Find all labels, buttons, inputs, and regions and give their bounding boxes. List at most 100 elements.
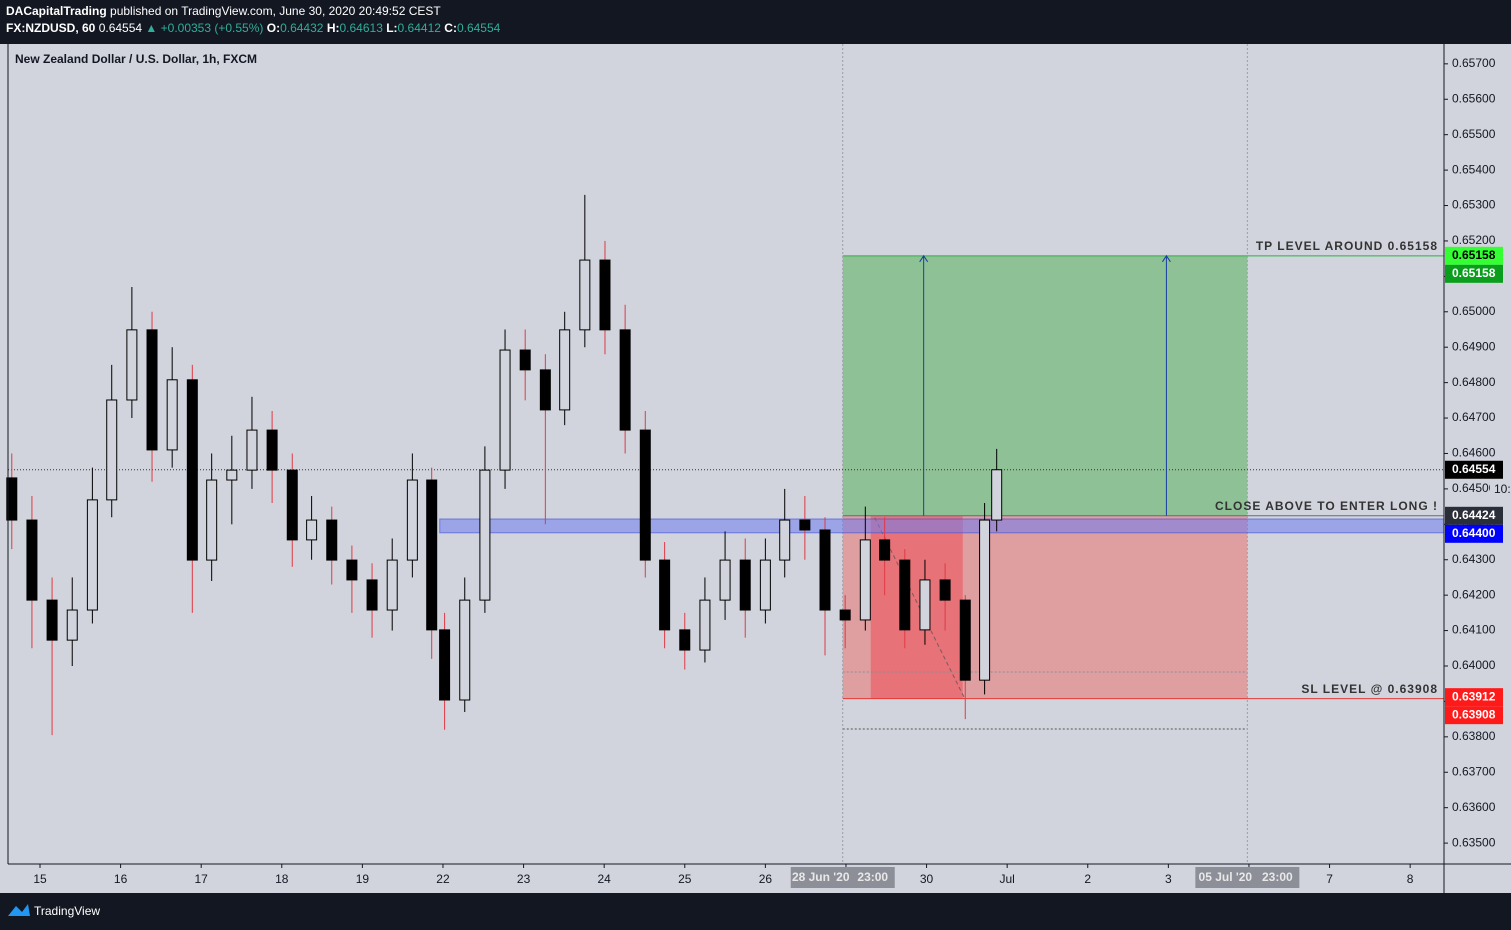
countdown-bg (1490, 480, 1511, 498)
x-tick-label: 26 (759, 872, 773, 886)
candle-body (26, 519, 38, 601)
level-annotation: SL LEVEL @ 0.63908 (1301, 682, 1438, 696)
candle-body (839, 609, 851, 621)
footer (0, 893, 1511, 930)
date-badge-date: 28 Jun '20 (792, 870, 850, 884)
brand: TradingView (34, 904, 100, 918)
y-tick-label: 0.65200 (1452, 233, 1496, 247)
ohlc-label: O: (267, 21, 280, 35)
candle-body (426, 479, 438, 631)
price: 0.64554 (99, 21, 143, 35)
y-tick-label: 0.65000 (1452, 304, 1496, 318)
candle-body (779, 519, 791, 561)
y-tick-label: 0.64000 (1452, 658, 1496, 672)
price-badge-label: 0.65158 (1452, 248, 1496, 262)
x-tick-label: 25 (678, 872, 692, 886)
price-badge-label: 0.63912 (1452, 689, 1496, 703)
candle-body (759, 559, 771, 611)
y-tick-label: 0.64700 (1452, 410, 1496, 424)
chart-layer: New Zealand Dollar / U.S. Dollar, 1h, FX… (6, 44, 1511, 893)
x-tick-label: 30 (920, 872, 934, 886)
candle-body (406, 479, 418, 561)
y-tick-label: 0.63600 (1452, 800, 1496, 814)
candle-body (639, 429, 651, 561)
ohlc-value: 0.64412 (398, 21, 442, 35)
candle-body (539, 369, 551, 411)
candle-body (719, 559, 731, 601)
x-tick-label: 15 (33, 872, 47, 886)
candle-body (46, 599, 58, 641)
candle-body (66, 609, 78, 641)
candle-body (226, 469, 238, 481)
x-tick-label: 2 (1084, 872, 1091, 886)
symbol: FX:NZDUSD, 60 (6, 21, 96, 35)
candle-body (519, 349, 531, 371)
price-badge (1445, 688, 1503, 707)
x-tick-label: 18 (275, 872, 289, 886)
y-tick-label: 0.65400 (1452, 162, 1496, 176)
date-badge-time: 23:00 (857, 870, 888, 884)
candle-body (326, 519, 338, 561)
candle-body (679, 629, 691, 651)
candle-body (86, 499, 98, 611)
candle-body (146, 329, 158, 451)
candle-body (306, 519, 318, 541)
x-tick-label: 7 (1326, 872, 1333, 886)
published: published on TradingView.com, June 30, 2… (110, 4, 441, 18)
profit-zone (842, 255, 1248, 516)
candle-body (599, 259, 611, 331)
candle-body (579, 259, 591, 331)
arrow-head (1162, 254, 1171, 263)
candle-body (439, 629, 451, 701)
candle-body (266, 429, 278, 471)
price-badge (1445, 246, 1503, 265)
header-line-2: FX:NZDUSD, 60 0.64554 ▲ +0.00353 (+0.55%… (6, 21, 501, 35)
header-line-1: DACapitalTrading published on TradingVie… (6, 4, 441, 18)
candle-body (346, 559, 358, 581)
arrow-head (919, 254, 929, 263)
candle-body (699, 599, 711, 651)
x-tick-label: 3 (1165, 872, 1172, 886)
level-annotation: TP LEVEL AROUND 0.65158 (1256, 239, 1438, 253)
y-tick-label: 0.64100 (1452, 623, 1496, 637)
price-badge-label: 0.63908 (1452, 707, 1496, 721)
candle-body (879, 539, 891, 561)
chart-title: New Zealand Dollar / U.S. Dollar, 1h, FX… (15, 52, 257, 66)
y-tick-label: 0.64900 (1452, 339, 1496, 353)
price-badge (1445, 506, 1503, 525)
candle-body (939, 579, 951, 601)
candle-body (126, 329, 138, 401)
x-tick-label: 24 (597, 872, 611, 886)
y-tick-label: 0.63800 (1452, 729, 1496, 743)
candle-body (206, 479, 218, 561)
candle-body (979, 519, 991, 681)
candle-body (799, 519, 811, 531)
x-tick-label: 17 (195, 872, 209, 886)
x-tick-label: Jul (999, 872, 1014, 886)
candle-body (859, 539, 871, 621)
y-tick-label: 0.65700 (1452, 56, 1496, 70)
candle-body (499, 349, 511, 471)
candle-body (659, 559, 671, 631)
y-tick-label: 0.65500 (1452, 127, 1496, 141)
author: DACapitalTrading (6, 4, 107, 18)
change: ▲ +0.00353 (+0.55%) (145, 21, 263, 35)
x-tick-label: 23 (517, 872, 531, 886)
candle-body (479, 469, 491, 601)
date-badge-date: 05 Jul '20 (1199, 870, 1253, 884)
y-tick-label: 0.64800 (1452, 375, 1496, 389)
price-badge-label: 0.65158 (1452, 266, 1496, 280)
candle-body (919, 579, 931, 631)
candle-body (366, 579, 378, 611)
ohlc-label: C: (444, 21, 457, 35)
candle-body (246, 429, 258, 471)
x-tick-label: 19 (356, 872, 370, 886)
date-badge (790, 867, 895, 888)
support-zone (439, 518, 1445, 534)
price-badge-label: 0.64424 (1452, 508, 1496, 522)
candle-body (459, 599, 471, 701)
price-badge (1445, 460, 1503, 479)
x-tick-label: 22 (436, 872, 450, 886)
logo (8, 904, 30, 916)
